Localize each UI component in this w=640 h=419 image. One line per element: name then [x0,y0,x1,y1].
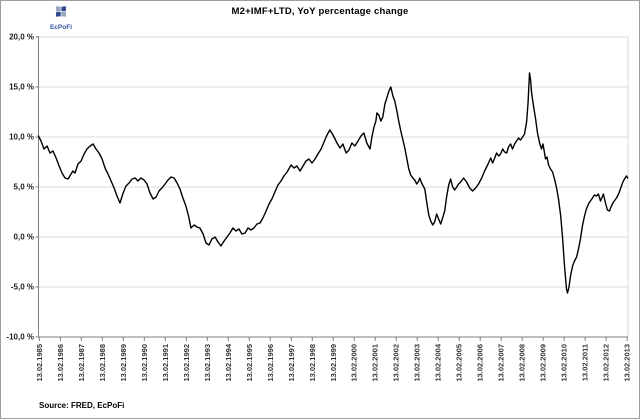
x-tick-label: 13.02.1994 [224,343,233,381]
x-tick-label: 13.02.1993 [203,344,212,382]
x-tick-label: 13.02.1999 [329,344,338,382]
y-tick-label: 15,0 % [9,83,34,92]
x-tick-label: 13.02.1987 [77,344,86,382]
data-series-line [37,72,629,294]
y-tick-label: 5,0 % [14,183,34,192]
x-tick-label: 13.02.1998 [308,344,317,382]
y-tick-label: -5,0 % [11,283,34,292]
x-tick-label: 13.02.1997 [287,344,296,382]
x-tick-label: 13.02.1989 [119,344,128,382]
y-tick-label: -10,0 % [6,333,34,342]
x-tick-label: 13.02.2005 [455,344,464,382]
x-tick-label: 13.02.2001 [371,344,380,382]
ecpofi-logo-icon [55,5,67,18]
x-tick-label: 13.02.2004 [434,343,443,381]
source-note: Source: FRED, EcPoFi [39,401,125,410]
x-tick-label: 13.02.2002 [392,344,401,382]
x-tick-label: 13.02.2008 [518,344,527,382]
x-tick-label: 13.02.2007 [497,344,506,382]
x-tick-label: 13.02.1991 [161,344,170,382]
x-tick-label: 13.02.2010 [560,344,569,382]
x-tick-label: 13.02.1986 [56,344,65,382]
x-tick-label: 13.02.2003 [413,344,422,382]
chart-title: M2+IMF+LTD, YoY percentage change [231,6,409,17]
x-tick-label: 13.02.1990 [140,344,149,382]
y-tick-label: 10,0 % [9,133,34,142]
x-tick-label: 13.02.1985 [35,344,44,382]
ecpofi-logo-text: EcPoFi [49,24,73,31]
x-tick-label: 13.02.1988 [98,344,107,382]
x-tick-label: 13.02.2012 [602,344,611,382]
x-tick-label: 13.02.2011 [581,344,590,381]
x-tick-label: 13.02.2013 [623,344,632,382]
y-tick-label: 0,0 % [14,233,34,242]
ecpofi-logo: EcPoFi [39,3,83,32]
x-tick-label: 13.02.1995 [245,344,254,382]
x-tick-label: 13.02.2000 [350,344,359,382]
y-tick-label: 20,0 % [9,33,34,42]
x-tick-label: 13.02.1992 [182,344,191,382]
x-tick-label: 13.02.1996 [266,344,275,382]
x-tick-label: 13.02.2006 [476,344,485,382]
x-tick-label: 13.02.2009 [539,344,548,382]
